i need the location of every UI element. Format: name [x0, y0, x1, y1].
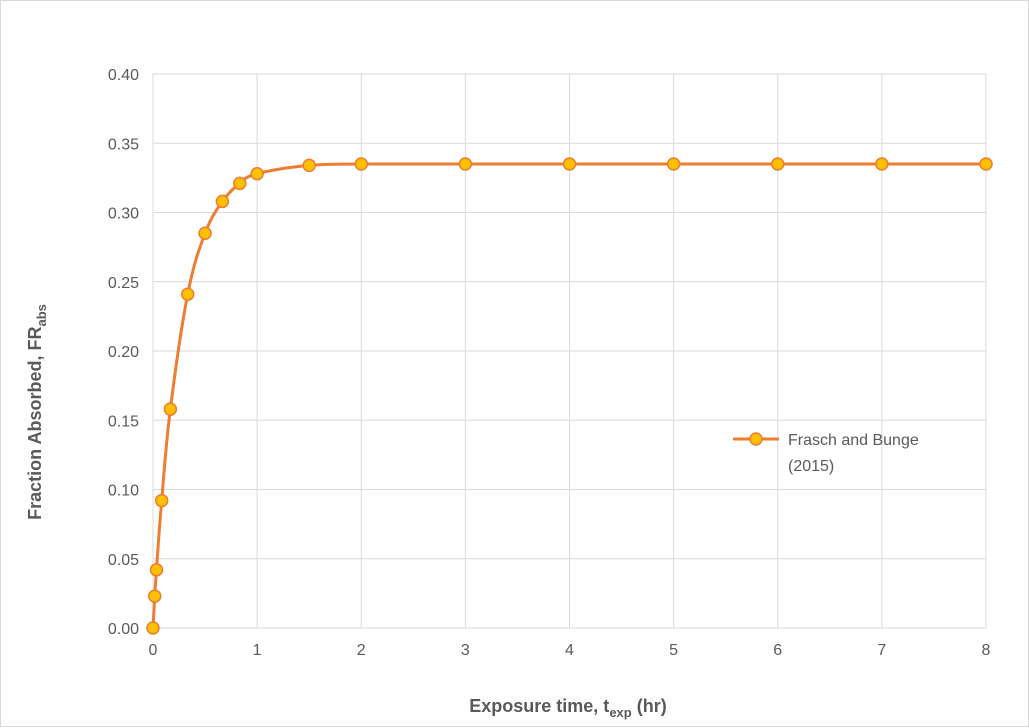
y-axis-title-subscript: abs — [34, 304, 49, 326]
y-tick-label: 0.15 — [108, 413, 139, 430]
data-point — [875, 157, 889, 171]
data-point — [198, 226, 212, 241]
x-tick-label: 0 — [149, 642, 158, 659]
x-tick-label: 4 — [565, 642, 574, 659]
x-tick-label: 5 — [669, 642, 678, 659]
data-point — [149, 563, 164, 577]
x-tick-label: 6 — [773, 642, 782, 659]
y-tick-label: 0.05 — [108, 552, 139, 569]
y-tick-label: 0.25 — [108, 275, 139, 292]
data-point — [147, 589, 162, 603]
data-point — [233, 176, 247, 191]
data-point — [458, 157, 473, 171]
data-point — [146, 621, 160, 635]
y-tick-label: 0.10 — [108, 483, 139, 500]
data-point — [154, 493, 169, 508]
y-tick-label: 0.40 — [108, 67, 139, 84]
data-point — [771, 157, 785, 171]
legend: Frasch and Bunge (2015) — [733, 432, 923, 475]
x-tick-label: 2 — [357, 642, 366, 659]
x-tick-label: 8 — [982, 642, 991, 659]
data-point — [666, 157, 681, 171]
y-tick-label: 0.00 — [108, 621, 139, 638]
legend-label: Frasch and Bunge (2015) — [788, 432, 923, 475]
legend-marker-swatch — [749, 432, 763, 446]
y-tick-label: 0.35 — [108, 136, 139, 153]
y-axis-title: Fraction Absorbed, FRabs — [25, 304, 49, 520]
x-tick-label: 3 — [461, 642, 470, 659]
y-tick-label: 0.20 — [108, 344, 139, 361]
data-point — [354, 157, 368, 171]
x-axis-title-suffix: (hr) — [632, 696, 667, 716]
data-point — [180, 287, 195, 301]
tick-labels: 0.00 0.05 0.10 0.15 0.20 0.25 0.30 0.35 0.40 0 1 2 3… — [108, 67, 991, 659]
legend-label-line-2: (2015) — [788, 458, 834, 475]
data-point — [250, 166, 264, 181]
x-axis-title: Exposure time, texp (hr) — [469, 696, 666, 720]
data-point — [163, 402, 178, 416]
data-point — [302, 158, 316, 173]
data-point — [979, 157, 993, 171]
x-axis-title-main: Exposure time, t — [469, 696, 609, 716]
series-layer — [146, 157, 993, 635]
y-tick-label: 0.30 — [108, 206, 139, 223]
data-point — [562, 157, 577, 171]
x-tick-label: 1 — [253, 642, 262, 659]
gridlines — [152, 73, 987, 629]
x-tick-label: 7 — [877, 642, 886, 659]
legend-label-line-1: Frasch and Bunge — [788, 432, 919, 449]
y-axis-title-main: Fraction Absorbed, FR — [25, 327, 45, 520]
x-axis-title-subscript: exp — [609, 705, 631, 720]
data-point — [215, 194, 230, 209]
